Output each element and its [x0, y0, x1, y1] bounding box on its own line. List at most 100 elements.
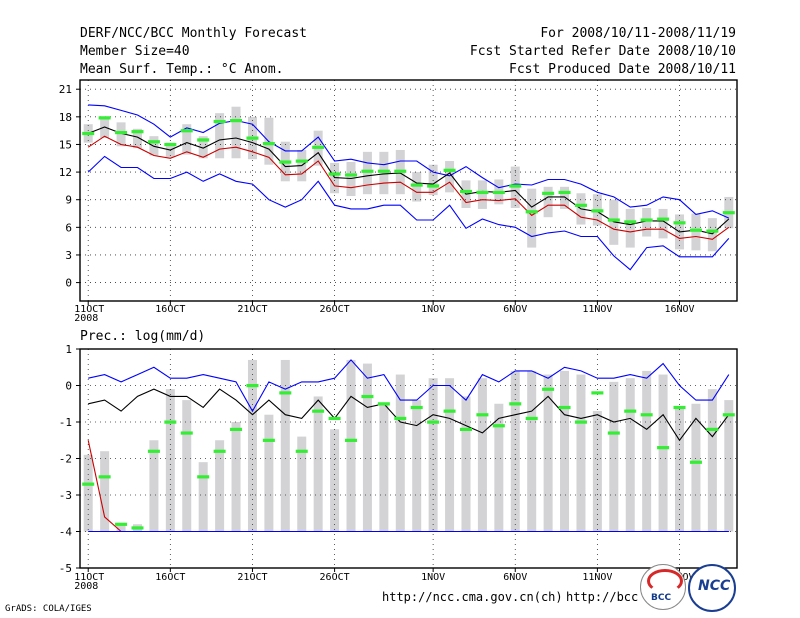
spread-box — [510, 370, 520, 532]
observed-marker — [722, 413, 735, 417]
observed-marker — [542, 191, 555, 195]
spread-box — [445, 378, 455, 532]
spread-box — [592, 411, 602, 532]
y-tick-label: 6 — [65, 221, 72, 234]
spread-box — [576, 374, 586, 532]
spread-box — [642, 207, 652, 237]
observed-marker — [312, 409, 325, 413]
spread-box — [658, 208, 668, 239]
observed-marker — [394, 416, 407, 421]
observed-marker — [722, 211, 735, 215]
spread-box — [100, 451, 110, 532]
observed-marker — [147, 140, 160, 144]
y-tick-label: -4 — [59, 526, 73, 539]
observed-marker — [328, 416, 341, 421]
observed-marker — [98, 475, 111, 479]
observed-marker — [542, 387, 555, 391]
observed-marker — [295, 159, 308, 163]
spread-box — [560, 370, 570, 532]
spread-box — [707, 218, 717, 252]
observed-marker — [640, 218, 653, 222]
observed-marker — [427, 420, 440, 424]
observed-marker — [115, 130, 128, 135]
observed-marker — [706, 427, 719, 431]
observed-marker — [262, 438, 275, 442]
spread-box — [477, 180, 487, 209]
observed-marker — [361, 394, 374, 399]
observed-marker — [689, 460, 702, 464]
x-tick-sublabel: 2008 — [74, 581, 98, 592]
observed-marker — [427, 184, 440, 188]
observed-marker — [295, 449, 308, 453]
spread-box — [691, 403, 701, 532]
spread-box — [165, 389, 175, 532]
x-tick-label: 1NOV — [421, 304, 445, 315]
observed-marker — [574, 420, 587, 424]
y-tick-label: 21 — [59, 83, 72, 96]
spread-box — [231, 422, 241, 532]
spread-box — [182, 400, 192, 532]
observed-marker — [312, 145, 325, 149]
series-line-ensemble-mean — [88, 126, 730, 235]
spread-box — [198, 462, 208, 532]
y-tick-label: 18 — [59, 111, 72, 124]
observed-marker — [509, 184, 522, 188]
spread-box — [362, 363, 372, 532]
observed-marker — [410, 183, 423, 187]
observed-marker — [607, 218, 620, 222]
spread-box — [346, 359, 356, 532]
observed-marker — [377, 169, 390, 173]
ncc-logo: NCC — [688, 564, 736, 612]
observed-marker — [673, 405, 686, 410]
observed-marker — [624, 220, 637, 224]
observed-marker — [164, 142, 177, 147]
observed-marker — [558, 405, 571, 410]
observed-marker — [377, 402, 390, 406]
plot-frame — [79, 348, 738, 569]
y-tick-label: 0 — [65, 277, 72, 290]
started-date: Fcst Started Refer Date 2008/10/10 — [469, 44, 736, 59]
observed-marker — [180, 129, 193, 133]
spread-box — [543, 186, 553, 218]
spread-box — [428, 164, 438, 196]
spread-box — [116, 122, 126, 147]
spread-box — [412, 172, 422, 202]
series-line-lower-pink — [87, 135, 730, 240]
spread-box — [132, 128, 142, 149]
y-tick-label: 1 — [65, 343, 72, 356]
x-tick-label: 26OCT — [320, 304, 350, 315]
spread-box — [527, 370, 537, 532]
spread-box — [412, 400, 422, 532]
spread-box — [149, 440, 159, 532]
observed-marker — [131, 130, 144, 134]
ncc-url[interactable]: http://ncc.cma.gov.cn(ch) — [382, 590, 563, 604]
x-tick-label: 6NOV — [503, 572, 527, 583]
observed-marker — [591, 391, 604, 395]
observed-marker — [180, 431, 193, 435]
observed-marker — [82, 482, 95, 486]
observed-marker — [147, 449, 160, 453]
observed-marker — [476, 413, 489, 417]
spread-box — [297, 436, 307, 532]
bcc-logo-text: BCC — [651, 593, 672, 603]
spread-box — [609, 381, 619, 532]
observed-marker — [492, 424, 505, 428]
x-tick-label: 26OCT — [320, 572, 350, 583]
observed-marker — [574, 203, 587, 207]
x-tick-label: 6NOV — [503, 304, 527, 315]
spread-box — [477, 378, 487, 532]
spread-box — [215, 440, 225, 532]
bcc-url[interactable]: http://bcc.cma.gov.cn — [566, 590, 640, 604]
grads-credit: GrADS: COLA/IGES — [5, 604, 92, 614]
observed-marker — [657, 446, 670, 450]
observed-marker — [443, 409, 456, 413]
observed-marker — [673, 221, 686, 225]
bcc-logo: BCC — [640, 564, 686, 610]
series-line-ensemble-min — [87, 155, 730, 271]
spread-box — [445, 161, 455, 193]
observed-marker — [509, 402, 522, 406]
x-tick-label: 11OCT — [74, 304, 104, 315]
observed-marker — [361, 169, 374, 173]
observed-marker — [525, 416, 538, 421]
